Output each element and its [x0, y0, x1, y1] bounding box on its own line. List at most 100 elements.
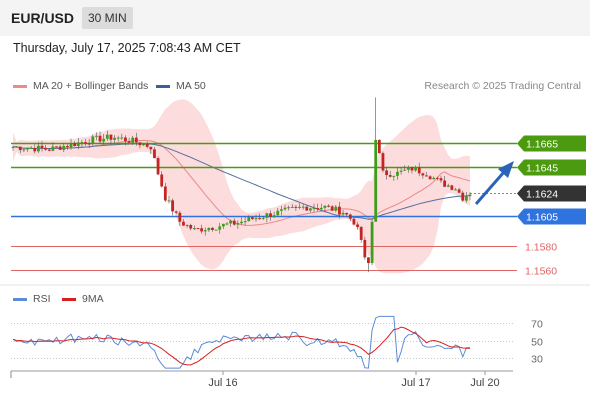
- candle-body: [116, 137, 120, 139]
- candle-body: [120, 137, 124, 139]
- candle-body: [22, 149, 26, 151]
- rsi-ma-line: [12, 326, 471, 366]
- candle-body: [182, 221, 185, 226]
- legend-rsi-label: RSI: [33, 293, 51, 305]
- rsi-swatch-icon: [13, 297, 27, 301]
- candle-body: [327, 205, 330, 207]
- candle-body: [334, 206, 338, 211]
- candle-body: [370, 221, 374, 264]
- candle-body: [345, 212, 349, 215]
- level-tag-1: 1.1645: [526, 163, 558, 175]
- candle-body: [435, 177, 439, 179]
- candle-body: [84, 142, 87, 144]
- candle-body: [406, 167, 410, 170]
- legend-rsi-ma-label: 9MA: [82, 293, 104, 305]
- legend-ma20: MA 20 + Bollinger Bands: [13, 80, 148, 92]
- candle-body: [109, 134, 113, 140]
- candle-body: [417, 167, 421, 174]
- candle-body: [243, 221, 247, 223]
- x-tick-label: Jul 17: [401, 377, 430, 389]
- level-tag-0: 1.1665: [526, 139, 558, 151]
- candle-body: [167, 200, 171, 202]
- candle-body: [301, 206, 305, 208]
- candle-body: [464, 196, 468, 201]
- candle-body: [254, 218, 258, 220]
- legend-ma20-label: MA 20 + Bollinger Bands: [33, 80, 149, 92]
- candle-body: [44, 148, 48, 150]
- candle-body: [145, 144, 149, 147]
- candle-body: [454, 189, 457, 191]
- candle-body: [225, 223, 229, 225]
- candle-body: [403, 169, 407, 171]
- level-tag-box-0: [517, 135, 586, 152]
- candle-body: [319, 207, 323, 210]
- candle-body: [283, 207, 287, 210]
- candle-body: [305, 206, 309, 211]
- candle-body: [51, 146, 55, 151]
- rsi-tick-label: 30: [531, 354, 543, 366]
- legend-ma50-label: MA 50: [176, 80, 206, 92]
- candle-body: [279, 209, 283, 211]
- candle-body: [76, 142, 80, 147]
- candle-body: [421, 173, 425, 176]
- candle-body: [457, 189, 461, 193]
- candle-body: [160, 174, 164, 187]
- candle-body: [392, 175, 396, 177]
- candle-body: [265, 213, 269, 218]
- candle-body: [294, 206, 298, 208]
- candle-body: [367, 257, 370, 264]
- candle-body: [214, 229, 218, 231]
- candle-body: [36, 145, 40, 152]
- candle-body: [290, 206, 294, 208]
- candle-body: [261, 217, 265, 219]
- candle-body: [33, 147, 37, 152]
- candle-body: [323, 205, 327, 208]
- rsi-line: [12, 315, 471, 369]
- candle-body: [450, 185, 454, 190]
- candle-body: [229, 220, 233, 224]
- arrow-head-icon: [498, 161, 514, 178]
- candle-body: [47, 149, 51, 151]
- candle-body: [15, 146, 19, 148]
- candle-body: [446, 185, 450, 187]
- candle-body: [443, 180, 447, 187]
- candle-body: [171, 200, 174, 212]
- candle-body: [338, 206, 341, 215]
- level-tag-box-3: [517, 208, 586, 225]
- candle-body: [113, 137, 116, 140]
- candle-body: [207, 227, 211, 231]
- candle-body: [62, 146, 66, 150]
- ma20-swatch-icon: [13, 84, 27, 88]
- candle-body: [385, 170, 388, 176]
- candle-body: [410, 167, 414, 171]
- candle-body: [218, 226, 222, 230]
- candle-body: [388, 175, 392, 177]
- candle-body: [258, 218, 262, 220]
- candle-body: [163, 186, 167, 201]
- interval-button[interactable]: 30 MIN: [82, 7, 133, 29]
- candle-body: [200, 228, 204, 232]
- candle-body: [105, 134, 109, 139]
- candle-body: [40, 145, 44, 149]
- candle-body: [203, 230, 207, 232]
- candle-body: [399, 170, 403, 172]
- candle-body: [377, 139, 381, 154]
- level-tag-box-2: [517, 185, 586, 202]
- candle-body: [124, 137, 127, 142]
- candle-body: [18, 146, 22, 151]
- candle-body: [330, 206, 334, 211]
- candle-body: [269, 213, 272, 217]
- candle-body: [55, 146, 58, 148]
- candle-body: [102, 138, 106, 142]
- candle-body: [127, 141, 131, 143]
- legend-rsi: RSI: [13, 293, 51, 305]
- candle-body: [468, 194, 472, 197]
- candle-body: [131, 137, 135, 143]
- x-tick-label: Jul 16: [208, 377, 237, 389]
- candle-body: [428, 176, 432, 180]
- candle-body: [153, 149, 156, 159]
- datetime-label: Thursday, July 17, 2025 7:08:43 AM CET: [13, 41, 241, 55]
- projection-arrow: [474, 171, 506, 205]
- candle-body: [439, 178, 443, 181]
